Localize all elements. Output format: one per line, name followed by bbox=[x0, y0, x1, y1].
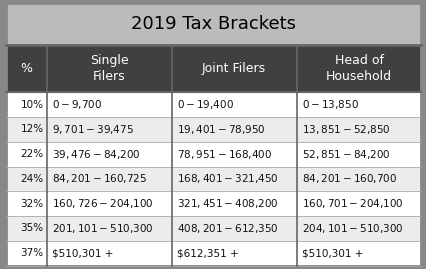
Text: $84,201 - $160,700: $84,201 - $160,700 bbox=[301, 172, 396, 185]
Text: $9,701 - $39,475: $9,701 - $39,475 bbox=[52, 123, 134, 136]
Bar bbox=[47, 167, 171, 191]
Bar bbox=[171, 142, 296, 167]
Text: $0 - $9,700: $0 - $9,700 bbox=[52, 98, 102, 111]
Text: $0 - $13,850: $0 - $13,850 bbox=[301, 98, 358, 111]
Text: $52,851 - $84,200: $52,851 - $84,200 bbox=[301, 148, 389, 161]
Text: Joint Filers: Joint Filers bbox=[201, 62, 265, 75]
Text: $0 - $19,400: $0 - $19,400 bbox=[176, 98, 233, 111]
Text: 37%: 37% bbox=[20, 248, 43, 258]
Bar bbox=[6, 117, 47, 142]
Bar bbox=[171, 216, 296, 241]
Text: $510,301 +: $510,301 + bbox=[52, 248, 113, 258]
Text: $78,951 - $168,400: $78,951 - $168,400 bbox=[176, 148, 271, 161]
Text: $408,201 - $612,350: $408,201 - $612,350 bbox=[176, 222, 278, 235]
Bar bbox=[6, 167, 47, 191]
Text: $204,101 - $510,300: $204,101 - $510,300 bbox=[301, 222, 403, 235]
Bar bbox=[296, 117, 420, 142]
Text: Head of
Household: Head of Household bbox=[325, 54, 391, 83]
Text: Single
Filers: Single Filers bbox=[90, 54, 128, 83]
Bar bbox=[47, 142, 171, 167]
Bar bbox=[296, 216, 420, 241]
Bar bbox=[6, 142, 47, 167]
Text: $84,201 - $160,725: $84,201 - $160,725 bbox=[52, 172, 147, 185]
Text: $160,726 - $204,100: $160,726 - $204,100 bbox=[52, 197, 153, 210]
Text: 24%: 24% bbox=[20, 174, 43, 184]
Text: %: % bbox=[20, 62, 32, 75]
Bar bbox=[171, 92, 296, 117]
Text: $168,401 - $321,450: $168,401 - $321,450 bbox=[176, 172, 278, 185]
Text: $19,401 - $78,950: $19,401 - $78,950 bbox=[176, 123, 265, 136]
Text: 32%: 32% bbox=[20, 199, 43, 209]
Text: $612,351 +: $612,351 + bbox=[176, 248, 238, 258]
Bar bbox=[171, 241, 296, 266]
Text: 35%: 35% bbox=[20, 223, 43, 233]
Bar bbox=[6, 92, 47, 117]
Text: 10%: 10% bbox=[20, 100, 43, 110]
Text: 2019 Tax Brackets: 2019 Tax Brackets bbox=[131, 15, 295, 33]
Text: $510,301 +: $510,301 + bbox=[301, 248, 362, 258]
Bar bbox=[171, 45, 296, 92]
Bar bbox=[47, 241, 171, 266]
Text: $160,701 - $204,100: $160,701 - $204,100 bbox=[301, 197, 403, 210]
Bar bbox=[47, 45, 171, 92]
Bar bbox=[6, 45, 47, 92]
Bar bbox=[47, 191, 171, 216]
Bar bbox=[296, 167, 420, 191]
Text: $13,851 - $52,850: $13,851 - $52,850 bbox=[301, 123, 389, 136]
Text: $201,101 - $510,300: $201,101 - $510,300 bbox=[52, 222, 153, 235]
Bar bbox=[6, 3, 420, 45]
Bar bbox=[296, 45, 420, 92]
Text: 22%: 22% bbox=[20, 149, 43, 159]
Text: 12%: 12% bbox=[20, 124, 43, 134]
Bar bbox=[296, 241, 420, 266]
Bar bbox=[171, 117, 296, 142]
Bar bbox=[6, 241, 47, 266]
Bar bbox=[47, 117, 171, 142]
Bar bbox=[47, 92, 171, 117]
Bar bbox=[47, 216, 171, 241]
Bar bbox=[6, 191, 47, 216]
Text: $39,476 - $84,200: $39,476 - $84,200 bbox=[52, 148, 140, 161]
Bar bbox=[171, 191, 296, 216]
Bar bbox=[171, 167, 296, 191]
Bar bbox=[6, 216, 47, 241]
Text: $321,451 - $408,200: $321,451 - $408,200 bbox=[176, 197, 278, 210]
Bar bbox=[296, 92, 420, 117]
Bar bbox=[296, 142, 420, 167]
Bar bbox=[296, 191, 420, 216]
